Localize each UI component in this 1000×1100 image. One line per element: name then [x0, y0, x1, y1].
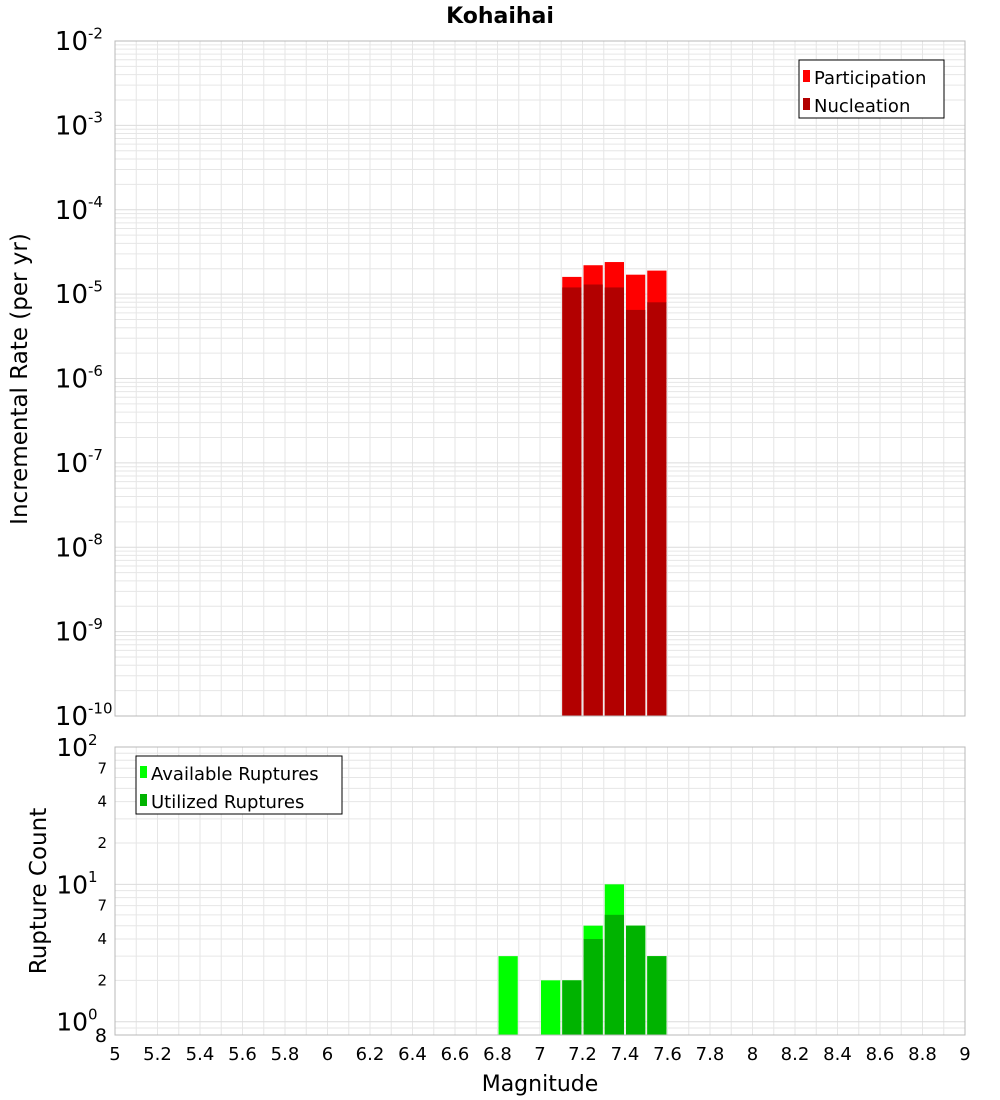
magnitude-tick: 8.8: [908, 1044, 937, 1065]
count-y-minor-tick: 2: [97, 971, 107, 989]
rate-y-tick-exponent: -4: [88, 193, 103, 211]
legend-swatch: [140, 794, 147, 806]
count-y-tick: 10: [56, 733, 88, 762]
rate-y-tick-exponent: -3: [88, 109, 103, 127]
rate-y-tick: 10: [55, 280, 88, 310]
magnitude-tick: 6.4: [398, 1044, 427, 1065]
magnitude-tick: 5: [109, 1044, 120, 1065]
legend-label: Nucleation: [814, 96, 910, 117]
rate-legend: Participation Nucleation: [798, 59, 945, 119]
legend-swatch: [803, 98, 810, 110]
magnitude-tick: 9: [959, 1044, 970, 1065]
magnitude-tick: 6: [322, 1044, 333, 1065]
utilized-ruptures-bar: [647, 956, 667, 1035]
rate-y-tick: 10: [55, 449, 88, 479]
nucleation-bar: [562, 287, 582, 716]
count-plot-frame: [114, 746, 966, 1036]
rate-y-tick-exponent: -10: [88, 699, 113, 717]
magnitude-tick: 5.4: [186, 1044, 215, 1065]
rate-y-tick: 10: [55, 196, 88, 226]
count-y-minor-tick: 4: [97, 793, 107, 811]
count-y-minor-tick: 7: [97, 759, 107, 777]
legend-label: Available Ruptures: [151, 764, 319, 785]
rate-y-tick-exponent: -6: [88, 362, 103, 380]
count-y-minor-tick: 4: [97, 930, 107, 948]
count-bars: [498, 884, 667, 1035]
count-y-tick-exponent: 2: [88, 731, 98, 749]
rate-y-tick: 10: [55, 111, 88, 141]
count-legend: Available Ruptures Utilized Ruptures: [135, 755, 343, 815]
utilized-ruptures-bar: [626, 925, 646, 1035]
magnitude-tick: 5.8: [271, 1044, 300, 1065]
legend-label: Utilized Ruptures: [151, 792, 304, 813]
available-ruptures-bar: [541, 980, 561, 1035]
legend-box: [798, 59, 945, 119]
count-y-tick-exponent: 0: [88, 1005, 98, 1023]
nucleation-bar: [604, 287, 624, 716]
rate-y-axis-label: Incremental Rate (per yr): [7, 233, 33, 525]
rate-y-tick-exponent: -8: [88, 531, 103, 549]
magnitude-tick: 5.6: [228, 1044, 257, 1065]
magnitude-tick-labels: 5 5.2 5.4 5.6 5.8 6 6.2 6.4 6.6 6.8 7 7.2 7.4 7.6 7.8 8…: [109, 1044, 970, 1065]
rate-y-tick-exponent: -9: [88, 615, 103, 633]
nucleation-bar: [647, 302, 667, 716]
utilized-ruptures-bar: [604, 914, 624, 1035]
utilized-ruptures-bar: [583, 939, 603, 1035]
count-y-minor-tick: 7: [97, 897, 107, 915]
magnitude-tick: 8: [747, 1044, 758, 1065]
magnitude-tick: 7.4: [611, 1044, 640, 1065]
magnitude-tick: 8.2: [781, 1044, 810, 1065]
magnitude-tick: 6.6: [441, 1044, 470, 1065]
rate-y-tick-exponent: -7: [88, 446, 103, 464]
count-y-tick: 10: [56, 1008, 88, 1037]
magnitude-tick: 7.8: [696, 1044, 725, 1065]
rate-y-tick: 10: [55, 365, 88, 395]
magnitude-tick: 8.6: [866, 1044, 895, 1065]
legend-swatch: [803, 70, 810, 82]
magnitude-axis-label: Magnitude: [482, 1072, 599, 1097]
chart-title: Kohaihai: [446, 4, 554, 29]
magnitude-tick: 5.2: [143, 1044, 172, 1065]
rate-y-tick: 10: [55, 702, 88, 732]
magnitude-tick: 7: [534, 1044, 545, 1065]
count-y-tick-exponent: 1: [88, 868, 98, 886]
available-ruptures-bar: [498, 956, 518, 1035]
count-y-minor-tick: 2: [97, 834, 107, 852]
rate-plot-frame: [114, 40, 966, 717]
magnitude-tick: 7.2: [568, 1044, 597, 1065]
magnitude-tick: 7.6: [653, 1044, 682, 1065]
rate-y-tick: 10: [55, 533, 88, 563]
rate-y-tick: 10: [55, 27, 88, 57]
rate-bars: [562, 262, 667, 716]
count-y-tick: 10: [56, 870, 88, 899]
nucleation-bar: [583, 284, 603, 716]
count-y-minor-tick: 8: [95, 1025, 107, 1047]
rate-y-tick-exponent: -2: [88, 24, 103, 42]
count-y-axis-label: Rupture Count: [26, 808, 52, 974]
magnitude-tick: 8.4: [823, 1044, 852, 1065]
rate-grid: [115, 41, 966, 716]
rate-y-tick: 10: [55, 618, 88, 648]
magnitude-tick: 6.2: [356, 1044, 385, 1065]
legend-swatch: [140, 766, 147, 778]
magnitude-tick: 6.8: [483, 1044, 512, 1065]
count-grid: [115, 747, 966, 1035]
legend-label: Participation: [814, 68, 926, 89]
legend-box: [135, 755, 343, 815]
rate-y-tick-exponent: -5: [88, 277, 103, 295]
utilized-ruptures-bar: [562, 980, 582, 1035]
nucleation-bar: [626, 309, 646, 716]
